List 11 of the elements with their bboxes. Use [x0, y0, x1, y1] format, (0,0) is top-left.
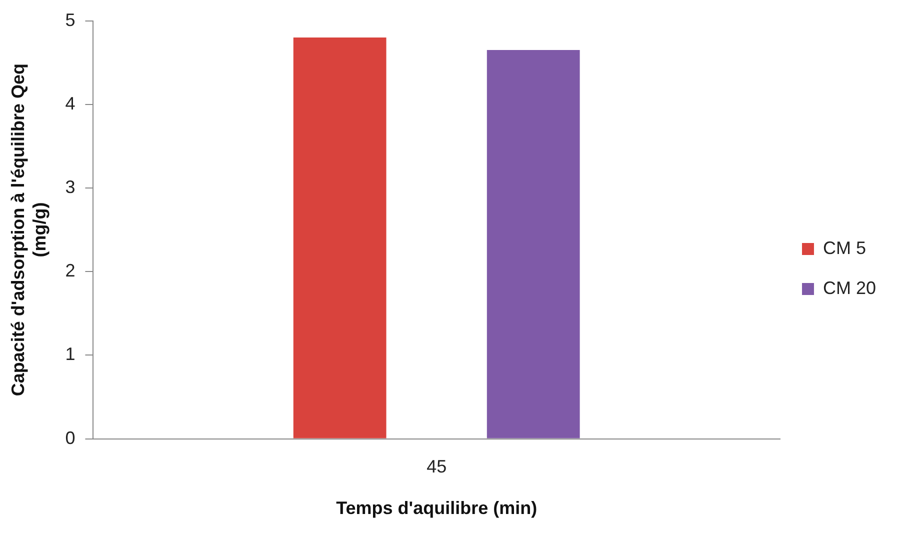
y-tick-label: 3 [65, 176, 76, 197]
y-axis-title: Capacité d'adsorption à l'équilibre Qeq (mg/g) [8, 63, 50, 396]
y-tick-label: 2 [65, 260, 76, 281]
y-tick-label: 5 [65, 10, 76, 30]
y-tick-label: 1 [65, 344, 76, 364]
y-tick-label: 0 [65, 428, 76, 448]
legend-label: CM 5 [822, 238, 866, 258]
legend-label: CM 20 [822, 278, 876, 298]
y-tick-label: 4 [65, 93, 76, 114]
x-tick-label: 45 [426, 456, 447, 477]
x-axis-title: Temps d'aquilibre (min) [336, 498, 538, 518]
